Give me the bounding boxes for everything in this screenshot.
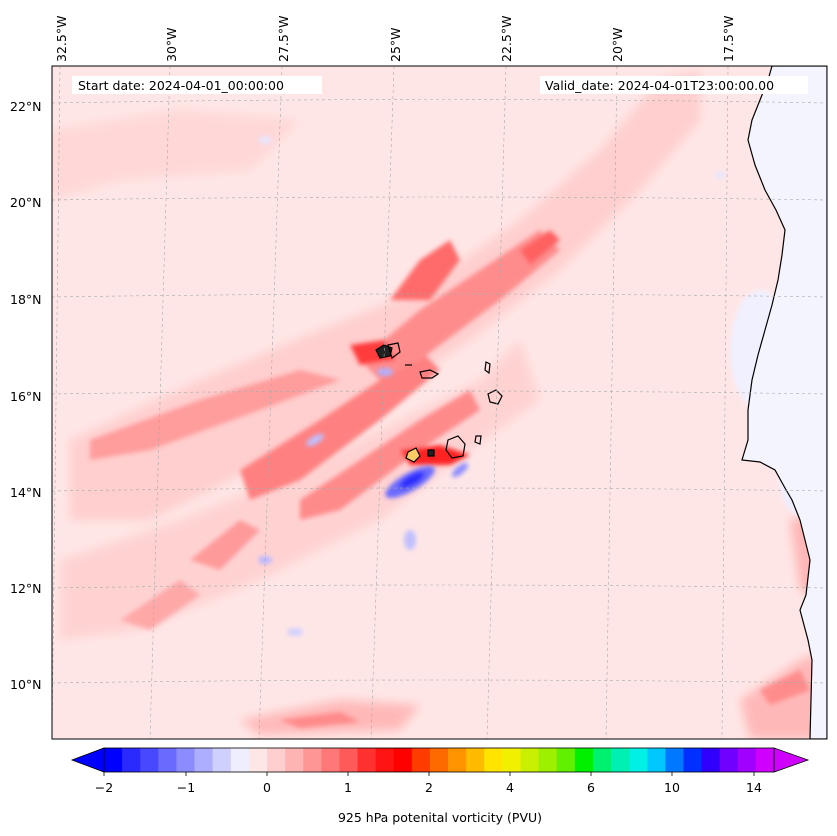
colorbar-outline (103, 747, 775, 773)
lat-label: 12°N (10, 581, 42, 596)
colorbar-under-arrow (70, 747, 105, 773)
colorbar-cell (321, 748, 341, 772)
colorbar-cell (502, 748, 522, 772)
colorbar-cell (429, 748, 449, 772)
colorbar-cell (701, 748, 721, 772)
lat-label: 10°N (10, 677, 42, 692)
colorbar-cell (140, 748, 159, 772)
colorbar-ticks (103, 772, 755, 776)
colorbar-tick-label: 14 (746, 780, 762, 795)
colorbar-cell (339, 748, 359, 772)
colorbar-tick-label: 1 (344, 780, 352, 795)
colorbar-cell (303, 748, 322, 772)
colorbar-cell (538, 748, 558, 772)
colorbar-tick-label: 0 (263, 780, 271, 795)
colorbar-cell (755, 748, 775, 772)
africa-land (741, 66, 827, 739)
colorbar-cell (719, 748, 739, 772)
colorbar-cell (212, 748, 232, 772)
colorbar-cell (230, 748, 250, 772)
colorbar-cell (122, 748, 141, 772)
colorbar-tick-label: −1 (177, 780, 195, 795)
colorbar-cell (176, 748, 196, 772)
lon-label: 22.5°W (499, 16, 514, 62)
colorbar-cell (556, 748, 576, 772)
map-panel: Start date: 2024-04-01_00:00:00 Valid_da… (52, 66, 827, 739)
colorbar-cell (520, 748, 540, 772)
cape-verde-islands (375, 342, 503, 463)
lat-label: 20°N (10, 195, 42, 210)
lat-label: 14°N (10, 485, 42, 500)
colorbar-cell (629, 748, 648, 772)
colorbar-label: 925 hPa potenital vorticity (PVU) (338, 810, 542, 825)
colorbar-cell (393, 748, 413, 772)
colorbar-cell (357, 748, 377, 772)
lon-label: 17.5°W (721, 16, 736, 62)
colorbar-over-arrow (773, 747, 810, 773)
valid-date-box (540, 76, 808, 94)
map-frame (51, 65, 828, 740)
lon-label: 30°W (164, 27, 179, 62)
gridlines (52, 66, 827, 739)
colorbar-cell (248, 748, 268, 772)
colorbar-cell (665, 748, 685, 772)
colorbar-cell (737, 748, 757, 772)
colorbar-cell (194, 748, 214, 772)
colorbar-tick-label: 10 (664, 780, 680, 795)
start-date-label: Start date: 2024-04-01_00:00:00 (78, 78, 284, 93)
colorbar-cell (611, 748, 630, 772)
colorbar-cell (484, 748, 503, 772)
colorbar-cell (285, 748, 304, 772)
colorbar-cell (683, 748, 703, 772)
colorbar-cell (448, 748, 467, 772)
colorbar-tick-label: 6 (587, 780, 595, 795)
colorbar-cell (647, 748, 666, 772)
colorbar-cell (592, 748, 612, 772)
colorbar-tick-label: −2 (95, 780, 113, 795)
colorbar-cell (158, 748, 178, 772)
colorbar-cell (375, 748, 395, 772)
lon-label: 25°W (388, 27, 403, 62)
colorbar-cell (411, 748, 431, 772)
longitude-labels: 32.5°W 30°W 27.5°W 25°W 22.5°W 20°W 17.5… (54, 16, 736, 62)
colorbar-cell (574, 748, 594, 772)
colorbar-tick-label: 4 (506, 780, 514, 795)
start-date-box (72, 76, 322, 94)
lat-label: 18°N (10, 292, 42, 307)
lat-label: 16°N (10, 389, 42, 404)
colorbar: −2 −1 0 1 2 4 6 10 14 925 hPa potenital … (70, 747, 810, 825)
lon-label: 27.5°W (276, 16, 291, 62)
colorbar-cell (104, 748, 123, 772)
colorbar-tick-labels: −2 −1 0 1 2 4 6 10 14 (95, 780, 762, 795)
valid-date-label: Valid_date: 2024-04-01T23:00:00.00 (545, 78, 774, 93)
colorbar-cells (104, 748, 775, 772)
pv-field-streaks (90, 230, 810, 728)
colorbar-tick-label: 2 (425, 780, 433, 795)
colorbar-cell (266, 748, 286, 772)
lon-label: 32.5°W (54, 16, 69, 62)
latitude-labels: 22°N 20°N 18°N 16°N 14°N 12°N 10°N (10, 99, 42, 692)
lat-label: 22°N (10, 99, 42, 114)
lon-label: 20°W (610, 27, 625, 62)
colorbar-cell (466, 748, 485, 772)
